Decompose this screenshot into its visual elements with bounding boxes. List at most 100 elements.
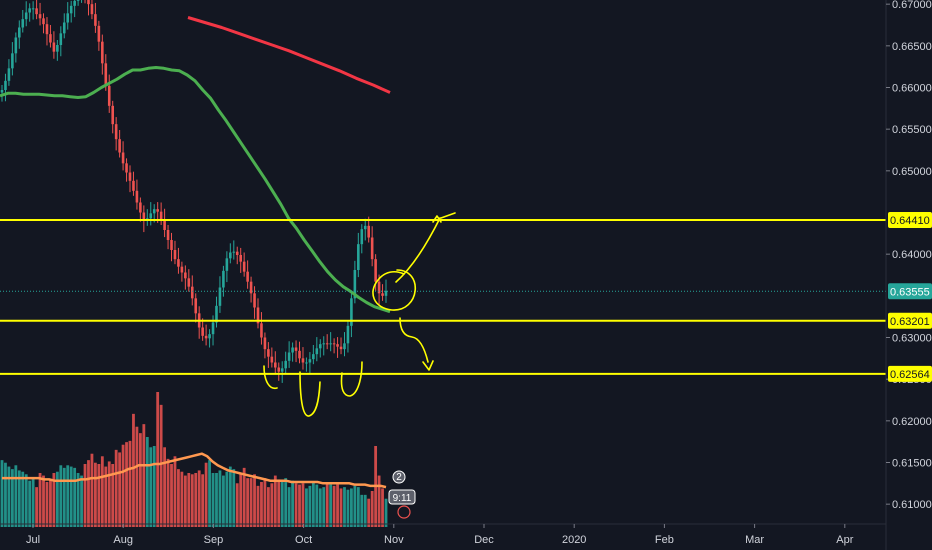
candle-body bbox=[52, 42, 56, 52]
volume-bar bbox=[59, 465, 63, 527]
volume-bar bbox=[31, 478, 35, 527]
volume-bar bbox=[180, 471, 184, 527]
volume-bar bbox=[277, 479, 281, 527]
candle-body bbox=[73, 0, 76, 6]
volume-bar bbox=[339, 488, 343, 527]
candle-body bbox=[62, 22, 66, 34]
volume-bar bbox=[42, 475, 45, 527]
x-tick-label: Aug bbox=[113, 534, 133, 546]
candle-body bbox=[94, 14, 97, 26]
event-count-badge[interactable] bbox=[392, 470, 406, 484]
event-time-badge[interactable] bbox=[388, 489, 416, 505]
candle-body bbox=[263, 337, 267, 350]
arrow-up-tail bbox=[440, 212, 456, 219]
candle-body bbox=[180, 266, 184, 273]
event-count-text: 2 bbox=[396, 472, 402, 483]
volume-bar bbox=[38, 473, 42, 527]
candle-body bbox=[211, 322, 215, 335]
volume-bar bbox=[145, 437, 149, 527]
candle-body bbox=[187, 278, 191, 287]
event-flag-badge[interactable] bbox=[397, 505, 411, 519]
volume-bar bbox=[263, 478, 267, 527]
volume-bar bbox=[76, 473, 80, 527]
volume-bar bbox=[204, 462, 208, 527]
volume-bar bbox=[239, 474, 243, 527]
candle-body bbox=[208, 334, 211, 339]
level-axis-label: 0.62564 bbox=[890, 369, 930, 381]
volume-bar bbox=[21, 471, 25, 527]
candle-body bbox=[367, 225, 371, 238]
volume-bar bbox=[173, 456, 177, 527]
volume-bar bbox=[381, 488, 384, 527]
x-tick-label: 2020 bbox=[562, 534, 586, 546]
volume-bar bbox=[83, 464, 87, 527]
y-tick-label: 0.66000 bbox=[892, 83, 932, 95]
x-tick-label: Dec bbox=[474, 534, 494, 546]
candle-body bbox=[97, 25, 101, 42]
candle-body bbox=[128, 172, 132, 181]
candle-body bbox=[4, 80, 7, 90]
candle-body bbox=[301, 358, 305, 363]
volume-bar bbox=[69, 466, 73, 527]
volume-bar bbox=[343, 487, 346, 527]
candle-body bbox=[357, 244, 360, 270]
volume-bar bbox=[90, 453, 94, 527]
volume-bar bbox=[215, 473, 218, 527]
candle-body bbox=[298, 350, 301, 359]
candle-body bbox=[239, 255, 243, 262]
event-badges[interactable]: 2 9:11 bbox=[388, 470, 416, 519]
level-axis-label: 0.64410 bbox=[890, 215, 930, 227]
y-tick-label: 0.62000 bbox=[892, 416, 932, 428]
ma-fast-line bbox=[0, 66, 391, 314]
candle-body bbox=[31, 8, 35, 10]
level-axis-label-bg bbox=[888, 365, 932, 382]
volume-bar bbox=[242, 467, 246, 527]
volume-bar bbox=[298, 484, 301, 527]
candle-body bbox=[339, 346, 343, 350]
candle-body bbox=[194, 298, 198, 314]
volume-bar bbox=[166, 458, 170, 527]
volume-bar bbox=[111, 464, 115, 527]
moving-averages bbox=[0, 16, 391, 314]
candle-body bbox=[132, 180, 135, 191]
volume-bar bbox=[301, 483, 305, 527]
candle-body bbox=[111, 105, 115, 125]
candle-body bbox=[49, 34, 52, 43]
volume-bar bbox=[7, 466, 11, 527]
volume-bar bbox=[97, 464, 101, 527]
volume-bar bbox=[135, 426, 139, 527]
candle-body bbox=[201, 327, 204, 336]
volume-bar bbox=[346, 489, 350, 527]
volume-bar bbox=[249, 478, 253, 527]
candle-body bbox=[135, 190, 139, 203]
level-axis-label: 0.63201 bbox=[890, 316, 930, 328]
y-tick-label: 0.61500 bbox=[892, 458, 932, 470]
candle-body bbox=[370, 237, 374, 260]
candle-body bbox=[14, 37, 18, 54]
candle-body bbox=[190, 286, 194, 299]
candles bbox=[0, 0, 388, 383]
y-tick-label: 0.61000 bbox=[892, 499, 932, 511]
volume-bar bbox=[132, 413, 135, 527]
candle-body bbox=[121, 152, 125, 164]
volume-bar bbox=[377, 475, 381, 527]
candle-body bbox=[125, 163, 128, 173]
volume-bar bbox=[384, 498, 388, 527]
candle-body bbox=[166, 230, 170, 240]
event-time-text: 9:11 bbox=[393, 493, 412, 504]
candle-body bbox=[222, 270, 225, 288]
candle-body bbox=[87, 0, 90, 5]
volume-bar bbox=[118, 452, 122, 527]
candle-body bbox=[305, 362, 308, 364]
candle-body bbox=[101, 41, 104, 64]
candle-body bbox=[204, 335, 208, 339]
candle-body bbox=[139, 202, 142, 213]
candle-body bbox=[280, 368, 284, 372]
volume-bar bbox=[266, 487, 270, 527]
candle-body bbox=[308, 359, 312, 363]
volume-bar bbox=[256, 485, 260, 527]
candle-body bbox=[42, 18, 45, 25]
volume-bar bbox=[280, 482, 284, 527]
volume-bar bbox=[10, 469, 14, 527]
